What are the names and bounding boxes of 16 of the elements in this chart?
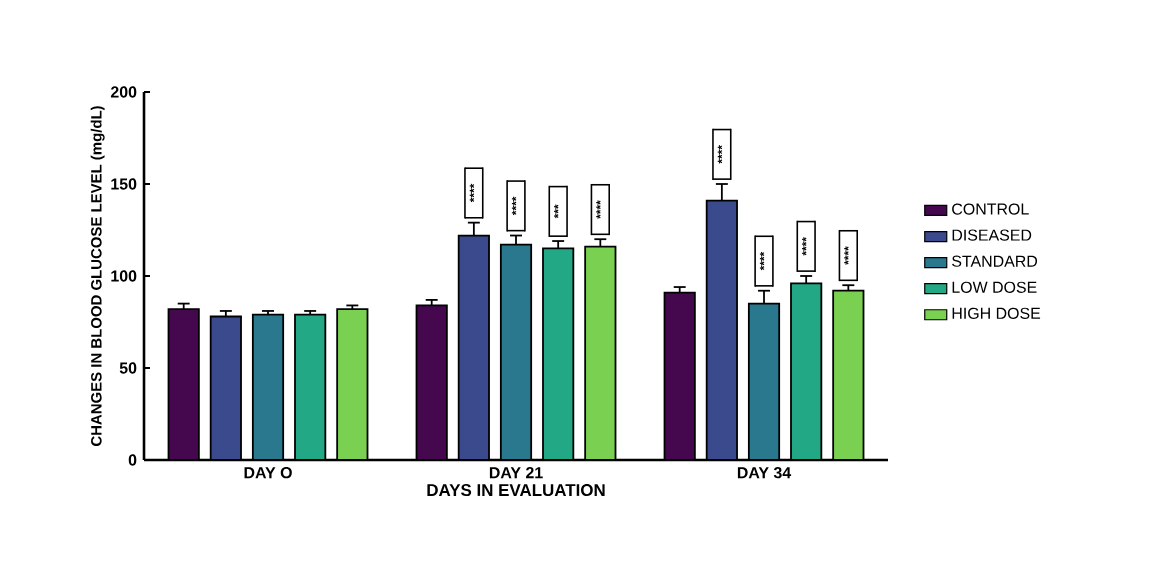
bar [584,245,617,460]
x-axis-title: DAYS IN EVALUATION [427,484,605,497]
bar [832,289,865,460]
bar [167,308,200,460]
bar [251,313,285,460]
bar [747,302,781,460]
bar [663,291,696,460]
bar [457,234,490,460]
bar [499,243,533,460]
bar [209,315,242,460]
bar [542,247,575,460]
bar [705,199,738,460]
bar [294,313,327,460]
bar [336,308,369,460]
bar [790,282,823,460]
bar [415,304,448,460]
